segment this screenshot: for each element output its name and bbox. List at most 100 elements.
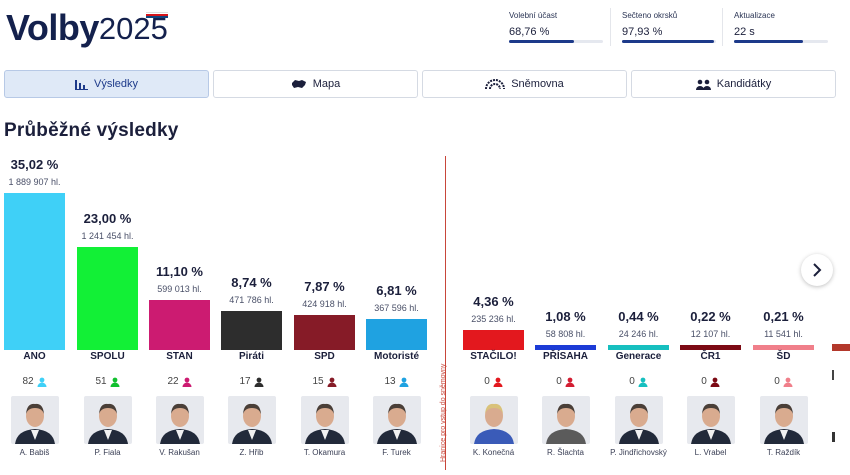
seat-count: 51 bbox=[95, 376, 107, 387]
party-column[interactable]: 0,21 % 11 541 hl. ŠD 0 T. Raždík bbox=[753, 0, 814, 475]
tab-parliament[interactable]: Sněmovna bbox=[422, 70, 627, 98]
party-bar[interactable] bbox=[463, 330, 524, 350]
leader-photo bbox=[10, 396, 59, 444]
party-votes: 599 013 hl. bbox=[157, 284, 202, 295]
leader-photo bbox=[541, 396, 590, 444]
party-column[interactable]: 35,02 % 1 889 907 hl. ANO 82 A. Babiš bbox=[4, 0, 65, 475]
party-seats: 51 bbox=[77, 376, 138, 387]
bar-chart-icon bbox=[74, 79, 88, 90]
party-bar[interactable] bbox=[4, 193, 65, 350]
party-bar[interactable] bbox=[608, 345, 669, 350]
seat-count: 0 bbox=[774, 376, 780, 387]
seat-count: 22 bbox=[167, 376, 179, 387]
map-icon bbox=[291, 80, 306, 88]
party-column[interactable]: 11,10 % 599 013 hl. STAN 22 V. Rakušan bbox=[149, 0, 210, 475]
update-label: Aktualizace bbox=[734, 11, 775, 20]
seat-count: 0 bbox=[556, 376, 562, 387]
party-seats: 82 bbox=[4, 376, 65, 387]
person-icon bbox=[783, 377, 793, 387]
party-column[interactable]: 0,22 % 12 107 hl. ČR1 0 L. Vrabel bbox=[680, 0, 741, 475]
leader-name: K. Konečná bbox=[472, 448, 515, 457]
tab-map-label: Mapa bbox=[312, 78, 341, 90]
leader-photo bbox=[155, 396, 204, 444]
clipped-label bbox=[832, 370, 834, 380]
logo[interactable]: Volby 2025 bbox=[6, 4, 168, 48]
party-column[interactable]: 23,00 % 1 241 454 hl. SPOLU 51 P. Fiala bbox=[77, 0, 138, 475]
person-icon bbox=[638, 377, 648, 387]
tab-results[interactable]: Výsledky bbox=[4, 70, 209, 98]
party-bar[interactable] bbox=[366, 319, 427, 350]
leader-name: R. Šlachta bbox=[547, 448, 584, 457]
party-percent: 35,02 % bbox=[10, 157, 59, 172]
party-column[interactable]: 7,87 % 424 918 hl. SPD 15 T. Okamura bbox=[294, 0, 355, 475]
party-percent: 23,00 % bbox=[83, 210, 132, 226]
person-icon bbox=[182, 377, 192, 387]
party-name: ŠD bbox=[776, 351, 791, 362]
party-percent: 6,81 % bbox=[376, 283, 417, 299]
party-bar[interactable] bbox=[77, 246, 138, 350]
turnout-stat: Volební účast 68,76 % bbox=[509, 8, 609, 46]
threshold-line bbox=[445, 156, 446, 470]
view-tabs: Výsledky Mapa Sněmovna Kandidátky bbox=[4, 70, 836, 98]
person-icon bbox=[399, 377, 409, 387]
party-votes: 1 241 454 hl. bbox=[81, 230, 134, 241]
tab-map[interactable]: Mapa bbox=[213, 70, 418, 98]
counted-stat: Sečteno okrsků 97,93 % bbox=[610, 8, 722, 46]
party-seats: 17 bbox=[221, 376, 282, 387]
leader-photo bbox=[759, 396, 808, 444]
person-icon bbox=[493, 377, 503, 387]
tab-candidates-label: Kandidátky bbox=[716, 78, 772, 90]
party-bar[interactable] bbox=[221, 310, 282, 350]
update-stat: Aktualizace 22 s bbox=[722, 8, 834, 46]
update-value: 22 s bbox=[734, 26, 755, 38]
seat-count: 0 bbox=[629, 376, 635, 387]
party-bar[interactable] bbox=[535, 345, 596, 350]
party-name: STAČILO! bbox=[470, 351, 517, 362]
leader-photo bbox=[227, 396, 276, 444]
party-name: ANO bbox=[23, 351, 46, 362]
party-percent: 7,87 % bbox=[304, 278, 345, 294]
update-progress bbox=[734, 40, 828, 43]
party-bar[interactable] bbox=[680, 345, 741, 350]
party-percent: 4,36 % bbox=[473, 294, 514, 310]
leader-name: F. Turek bbox=[382, 448, 411, 457]
leader-name: T. Raždík bbox=[766, 448, 801, 457]
party-percent: 11,10 % bbox=[156, 264, 203, 280]
counted-value: 97,93 % bbox=[622, 26, 663, 38]
leader-photo bbox=[83, 396, 132, 444]
party-seats: 22 bbox=[149, 376, 210, 387]
person-icon bbox=[327, 377, 337, 387]
leader-name: P. Jindřichovský bbox=[610, 448, 667, 457]
leader-photo bbox=[614, 396, 663, 444]
person-icon bbox=[37, 377, 47, 387]
leader-name: L. Vrabel bbox=[694, 448, 727, 457]
leader-photo bbox=[686, 396, 735, 444]
seat-count: 0 bbox=[701, 376, 707, 387]
leader-name: A. Babiš bbox=[19, 448, 50, 457]
tab-candidates[interactable]: Kandidátky bbox=[631, 70, 836, 98]
party-column[interactable]: 8,74 % 471 786 hl. Piráti 17 Z. Hřib bbox=[221, 0, 282, 475]
next-arrow-button[interactable] bbox=[801, 254, 833, 286]
party-bar[interactable] bbox=[294, 314, 355, 350]
person-icon bbox=[110, 377, 120, 387]
party-column[interactable]: 6,81 % 367 596 hl. Motoristé 13 F. Turek bbox=[366, 0, 427, 475]
turnout-value: 68,76 % bbox=[509, 26, 550, 38]
seat-count: 15 bbox=[312, 376, 324, 387]
party-percent: 0,44 % bbox=[618, 309, 659, 324]
threshold-label: Hranice pro vstup do sněmovny bbox=[440, 363, 447, 462]
party-votes: 367 596 hl. bbox=[374, 303, 419, 314]
party-column[interactable]: 4,36 % 235 236 hl. STAČILO! 0 K. Konečná bbox=[463, 0, 524, 475]
leader-name: V. Rakušan bbox=[159, 448, 200, 457]
turnout-progress-fill bbox=[509, 40, 574, 43]
party-bar[interactable] bbox=[149, 300, 210, 350]
party-column[interactable]: 1,08 % 58 808 hl. PŘÍSAHA 0 R. Šlachta bbox=[535, 0, 596, 475]
party-column[interactable]: 0,44 % 24 246 hl. Generace 0 P. Jindřichovsk… bbox=[608, 0, 669, 475]
party-seats: 13 bbox=[366, 376, 427, 387]
party-bar[interactable] bbox=[753, 345, 814, 350]
party-name: Generace bbox=[615, 351, 662, 362]
people-icon bbox=[695, 79, 711, 90]
party-seats: 15 bbox=[294, 376, 355, 387]
leader-photo bbox=[469, 396, 518, 444]
logo-word: Volby bbox=[6, 7, 99, 48]
leader-photo bbox=[300, 396, 349, 444]
